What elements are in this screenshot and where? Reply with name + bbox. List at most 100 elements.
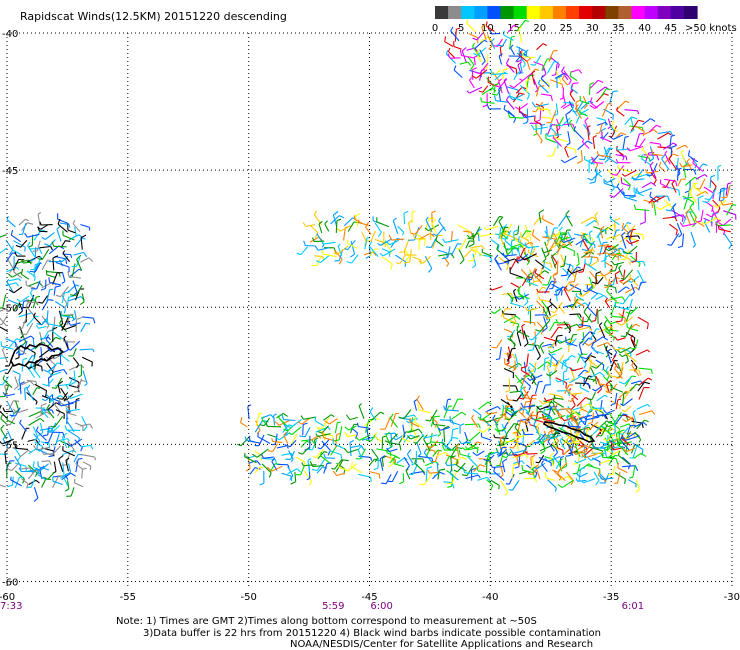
wind-barb [614, 273, 618, 285]
wind-barb-flag [568, 339, 574, 343]
wind-barb-flag [57, 401, 62, 407]
wind-barb-flag [490, 485, 494, 491]
wind-barb-flag [35, 426, 39, 431]
wind-barb-flag [494, 428, 499, 433]
wind-barb [534, 126, 548, 131]
wind-barb [18, 335, 32, 343]
wind-barb-flag [311, 468, 318, 472]
wind-barb-flag [557, 123, 562, 127]
wind-barb-flag [604, 414, 608, 420]
wind-barb [569, 75, 578, 81]
wind-barb [287, 466, 294, 477]
wind-barb [432, 449, 439, 457]
wind-barb [476, 450, 485, 456]
wind-barb-flag [476, 441, 482, 444]
wind-barb-flag [610, 187, 615, 192]
wind-barb-flag [575, 478, 578, 482]
legend-color-bar [435, 6, 698, 19]
wind-barb-flag [334, 439, 340, 442]
wind-barb-flag [617, 451, 621, 456]
wind-barb [571, 108, 578, 117]
wind-barb-flag [576, 263, 580, 267]
wind-barb [487, 34, 493, 46]
wind-barb [290, 450, 295, 460]
wind-barb [515, 86, 523, 94]
wind-barb-flag [76, 254, 82, 260]
wind-barb-flag [469, 77, 473, 81]
wind-barb [700, 209, 704, 222]
wind-barb-flag [623, 413, 628, 416]
wind-barb-flag [456, 248, 461, 250]
wind-barb [670, 147, 673, 157]
wind-barb [542, 316, 548, 328]
wind-barb-flag [608, 450, 614, 455]
wind-barb-flag [296, 252, 301, 256]
wind-barb [81, 469, 84, 479]
wind-barb-flag [72, 219, 76, 224]
wind-barb-flag [411, 210, 416, 213]
wind-barb-flag [523, 386, 527, 390]
wind-barb [689, 210, 696, 224]
wind-barb [55, 437, 68, 443]
wind-barb [554, 407, 562, 420]
wind-barb [625, 286, 636, 294]
wind-barb-flag [428, 268, 433, 273]
wind-barb-flag [271, 443, 276, 446]
wind-barb-flag [41, 451, 45, 455]
wind-barb-flag [630, 334, 634, 339]
wind-barb [697, 198, 700, 211]
wind-barb-flag [635, 488, 640, 493]
wind-barb-flag [577, 160, 583, 164]
wind-barb [64, 324, 77, 331]
wind-barb-flag [717, 225, 720, 230]
wind-barb [58, 458, 64, 472]
wind-barb [688, 155, 699, 163]
wind-barb-flag [94, 456, 96, 461]
wind-barb-flag [573, 126, 577, 131]
wind-barb-flag [596, 151, 599, 156]
wind-barb-flag [605, 345, 608, 350]
wind-barb-flag [578, 293, 583, 297]
wind-barb [43, 330, 49, 339]
wind-barb [565, 214, 573, 227]
wind-barb-flag [64, 488, 70, 492]
wind-barb-flag [644, 169, 648, 174]
wind-barb-flag [317, 447, 321, 450]
wind-barb [389, 418, 399, 428]
wind-barb [563, 255, 567, 267]
wind-barb [611, 125, 618, 137]
wind-barb [612, 253, 625, 257]
wind-barb-flag [566, 434, 571, 439]
wind-barb-flag [33, 312, 36, 317]
wind-barb-flag [40, 287, 46, 291]
wind-barb-flag [61, 280, 66, 285]
wind-barb-flag [515, 385, 519, 392]
wind-barb-flag [629, 274, 632, 278]
wind-barb [70, 487, 75, 497]
wind-barb [69, 399, 80, 405]
wind-barb-flag [63, 308, 67, 314]
wind-barb [20, 295, 30, 303]
wind-barb [303, 464, 317, 467]
wind-barb-flag [650, 181, 657, 187]
wind-barb [580, 216, 594, 224]
longitude-label: -45 [361, 592, 377, 603]
wind-barb-flag [33, 497, 39, 502]
wind-barb-flag [618, 381, 625, 385]
wind-barb [543, 413, 553, 420]
wind-barb-flag [43, 369, 48, 373]
wind-barb-flag [77, 375, 82, 378]
wind-barb [431, 222, 438, 235]
wind-barb [310, 225, 319, 233]
wind-barb [6, 219, 16, 228]
wind-barb-flag [426, 466, 433, 469]
wind-barb-flag [532, 267, 536, 274]
wind-barb-flag [525, 454, 529, 459]
wind-barb [72, 280, 78, 293]
wind-barb [390, 413, 397, 427]
wind-barb [336, 245, 349, 256]
south-band-barbs [236, 395, 648, 496]
latitude-labels: -40-45-50-55-60 [2, 29, 18, 589]
wind-barb-flag [531, 229, 535, 236]
wind-barb [549, 126, 558, 135]
